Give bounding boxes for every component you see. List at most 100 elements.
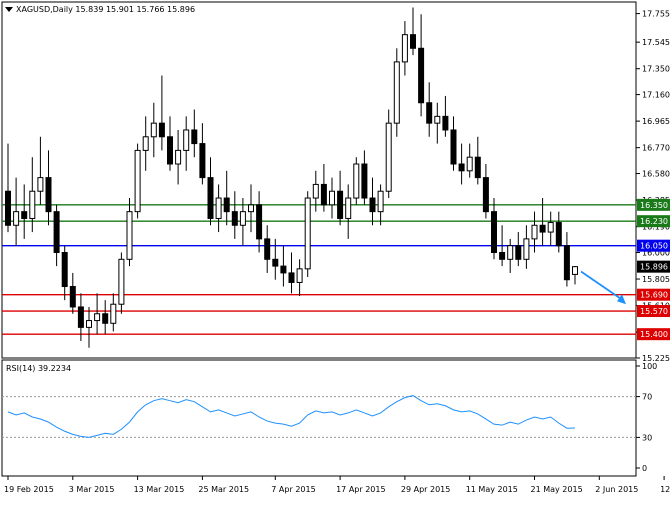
candle-bear <box>369 197 376 213</box>
candle-bull <box>13 211 20 226</box>
candle-bull <box>118 258 125 305</box>
candle-bear <box>167 136 173 165</box>
candle-bear <box>21 211 28 219</box>
candle-bull <box>466 156 473 172</box>
candle-bear <box>418 47 425 104</box>
candle-bull <box>345 197 352 219</box>
candle-bear <box>199 143 206 179</box>
level-tag-bg <box>637 305 670 318</box>
date-axis-label: 29 Apr 2015 <box>401 485 450 494</box>
rsi-axis-label: 70 <box>642 393 652 402</box>
current-price-tag-bg <box>637 260 670 273</box>
rsi-axis-label: 100 <box>642 362 657 371</box>
candle-bear <box>102 313 109 324</box>
candle-bear <box>231 211 238 226</box>
candle-bear <box>61 251 68 288</box>
candle-bull <box>507 245 514 260</box>
candle-bull <box>248 204 254 213</box>
candle-bull <box>393 61 400 124</box>
price-axis-label: 16.580 <box>642 170 670 179</box>
level-tag-label: 16.050 <box>640 242 668 251</box>
rsi-label: RSI(14) 39.2234 <box>6 364 71 373</box>
price-axis-label: 16.770 <box>642 144 670 153</box>
candle-bear <box>426 102 433 124</box>
date-axis-label: 25 Mar 2015 <box>198 485 249 494</box>
level-tag-label: 15.400 <box>640 330 668 339</box>
candle-bear <box>337 190 344 219</box>
price-axis-label: 17.160 <box>642 91 670 100</box>
level-tag-label: 16.350 <box>640 201 668 210</box>
candle-bear <box>288 272 295 283</box>
candle-bear <box>256 204 263 240</box>
date-axis-label: 17 Apr 2015 <box>336 485 385 494</box>
candle-bull <box>353 163 360 199</box>
date-axis-label: 3 Mar 2015 <box>69 485 115 494</box>
candle-bear <box>264 238 271 260</box>
candle-bull <box>531 224 538 240</box>
candle-bull <box>29 190 36 219</box>
candle-bull <box>329 190 335 206</box>
candle-bear <box>539 224 546 233</box>
candle-bear <box>5 190 11 226</box>
candle-bull <box>239 211 246 226</box>
date-axis-label: 7 Apr 2015 <box>271 485 315 494</box>
candle-bear <box>53 211 60 253</box>
rsi-panel-frame <box>1 359 637 477</box>
date-axis-label: 13 Mar 2015 <box>134 485 185 494</box>
candle-bear <box>191 129 198 145</box>
price-axis-label: 17.350 <box>642 65 670 74</box>
price-axis-label: 17.755 <box>642 10 670 19</box>
date-axis-label: 21 May 2015 <box>531 485 583 494</box>
candle-bear <box>320 183 327 206</box>
candle-bull <box>312 183 319 199</box>
candle-bear <box>223 197 230 213</box>
candle-bull <box>434 115 441 124</box>
candle-bear <box>491 211 497 253</box>
candle-bull <box>183 129 190 151</box>
candle-bull <box>37 177 44 192</box>
candle-bear <box>410 34 416 49</box>
candle-bull <box>385 122 392 192</box>
candle-bull <box>126 211 133 260</box>
candle-bear <box>563 245 570 281</box>
candle-bull <box>175 149 182 165</box>
symbol-header: XAGUSD,Daily 15.839 15.901 15.766 15.896 <box>16 5 195 14</box>
candle-bear <box>77 306 84 328</box>
date-axis-label: 12 Jun 2015 <box>660 485 670 494</box>
level-tag-bg <box>637 239 670 252</box>
candle-bear <box>555 222 562 247</box>
level-tag-label: 15.690 <box>640 291 668 300</box>
date-axis-label: 19 Feb 2015 <box>4 485 54 494</box>
candle-bull <box>296 268 303 283</box>
candle-bear <box>45 177 52 213</box>
candle-bull <box>377 190 384 213</box>
forecast-arrow-shaft <box>580 270 624 301</box>
candle-bear <box>280 265 287 274</box>
level-tag-label: 15.570 <box>640 307 668 316</box>
chevron-down-icon <box>5 7 13 12</box>
candle-bull <box>547 222 554 233</box>
level-tag-bg <box>637 288 670 301</box>
date-axis-label: 2 Jun 2015 <box>595 485 638 494</box>
candle-bear <box>272 258 279 267</box>
candle-bear <box>458 163 465 172</box>
candle-bull <box>86 320 92 328</box>
level-tag-bg <box>637 328 670 341</box>
candle-bull <box>523 238 530 260</box>
rsi-axis-label: 0 <box>642 464 647 473</box>
candle-bull <box>150 122 157 138</box>
price-axis-label: 15.225 <box>642 354 670 363</box>
candle-bear <box>442 115 449 131</box>
level-tag-bg <box>637 198 670 211</box>
forecast-arrow-head <box>617 294 626 305</box>
candle-bull <box>110 303 117 324</box>
level-tag-label: 16.230 <box>640 217 668 226</box>
candle-bull <box>134 149 141 213</box>
price-panel-frame <box>1 1 637 359</box>
rsi-axis-label: 30 <box>642 433 652 442</box>
candle-bull <box>215 197 222 219</box>
current-price-label: 15.896 <box>640 263 668 272</box>
candle-bull <box>304 197 311 270</box>
